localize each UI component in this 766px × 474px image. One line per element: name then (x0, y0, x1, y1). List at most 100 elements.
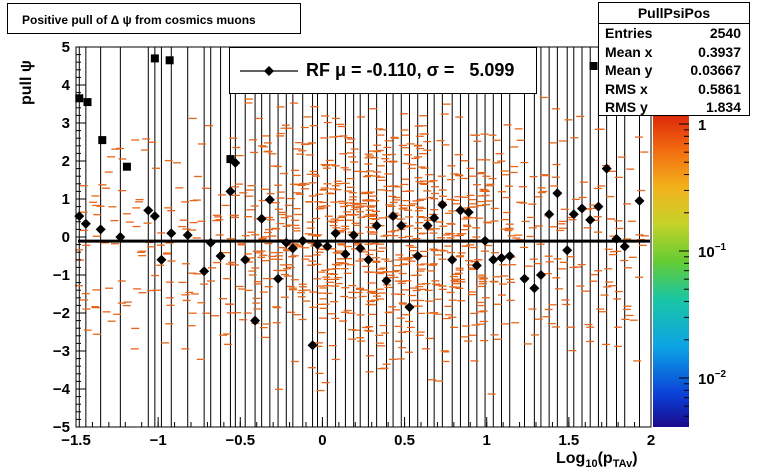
data-point-diamond (199, 266, 210, 277)
data-point-diamond (166, 228, 177, 239)
data-point-diamond (74, 211, 85, 222)
data-point-diamond (471, 260, 482, 271)
data-point-diamond (496, 252, 507, 263)
data-point-diamond (322, 241, 333, 252)
stats-label: RMS x (605, 80, 648, 97)
y-tick-label: 5 (62, 39, 70, 56)
data-point-diamond (143, 205, 154, 216)
data-point-diamond (552, 188, 563, 199)
x-tick-label: 0.5 (394, 432, 415, 449)
stats-box: PullPsiPos Entries 2540 Mean x 0.3937 Mean… (598, 2, 750, 116)
data-point-diamond (287, 243, 298, 254)
y-tick-label: 4 (62, 77, 71, 94)
y-tick-label: −4 (53, 381, 71, 398)
data-point-diamond (115, 232, 126, 242)
colorbar (653, 108, 689, 427)
data-point-square (75, 94, 84, 103)
data-point-diamond (281, 237, 292, 248)
stats-row: Mean x 0.3937 (599, 43, 749, 62)
data-point-square (150, 54, 159, 63)
data-point-diamond (312, 239, 323, 250)
stats-label: Mean x (605, 43, 653, 60)
profile-error-bars (78, 47, 640, 427)
plot-frame (75, 46, 652, 428)
y-tick-label: 1 (62, 191, 70, 208)
data-point-diamond (256, 213, 267, 224)
data-point-diamond (205, 237, 216, 248)
stats-label: RMS y (605, 99, 648, 115)
data-point-square (83, 98, 92, 107)
data-point-diamond (619, 241, 630, 252)
data-point-diamond (363, 254, 374, 265)
x-tick-label: −1.5 (61, 432, 91, 449)
stats-value: 0.3937 (698, 43, 741, 60)
data-point-diamond (480, 235, 491, 246)
data-point-diamond (215, 251, 226, 261)
data-point-diamond (577, 203, 587, 214)
data-point-diamond (264, 194, 275, 205)
data-point-diamond (601, 163, 612, 174)
data-point-diamond (381, 275, 392, 286)
stats-row: Mean y 0.03667 (599, 61, 749, 80)
data-point-diamond (225, 186, 236, 197)
y-tick-label: 3 (62, 115, 70, 132)
data-point-diamond (371, 220, 382, 231)
data-point-diamond (611, 233, 622, 244)
data-point-diamond (593, 201, 604, 212)
x-tick-label: 1 (483, 432, 491, 449)
data-point-square (98, 136, 107, 145)
chart-title: Positive pull of Δ ψ from cosmics muons (22, 13, 256, 27)
data-point-diamond (273, 273, 284, 284)
title-box: Positive pull of Δ ψ from cosmics muons (7, 3, 301, 34)
stats-label: Entries (605, 25, 653, 41)
x-tick-label: 2 (647, 432, 655, 449)
data-point-diamond (488, 254, 499, 265)
data-point-diamond (240, 254, 251, 265)
stats-value: 1.834 (705, 99, 741, 115)
stats-row: RMS x 0.5861 (599, 80, 749, 99)
data-point-diamond (149, 211, 160, 222)
data-point-diamond (634, 195, 645, 206)
data-point-diamond (412, 251, 423, 261)
x-tick-label: −1 (150, 432, 167, 449)
data-point-diamond (355, 243, 366, 254)
axes: −1.5 −1 −0.5 0 0.5 1 1.5 2 −5 −4 −3 −2 −1 0 1 2 3 4 5 (53, 39, 655, 449)
data-point-diamond (562, 245, 573, 256)
histogram-bins (74, 70, 649, 395)
data-point-diamond (182, 230, 193, 241)
x-tick-label: 1.5 (558, 432, 579, 449)
data-point-diamond (388, 211, 399, 222)
data-point-diamond (585, 214, 596, 225)
data-point-diamond (340, 249, 351, 260)
data-point-diamond (250, 315, 261, 326)
y-tick-label: −3 (53, 343, 70, 360)
data-point-diamond (95, 224, 106, 235)
data-point-diamond (348, 230, 359, 241)
data-point-diamond (455, 205, 466, 216)
data-point-diamond (429, 213, 440, 223)
colorbar-label: 10−2 (698, 369, 727, 388)
stats-row: RMS y 1.834 (599, 98, 749, 117)
data-point-diamond (330, 228, 341, 239)
data-point-diamond (437, 199, 448, 210)
y-tick-label: −1 (53, 267, 70, 284)
stats-name: PullPsiPos (599, 3, 749, 24)
data-point-diamond (80, 218, 91, 229)
data-point-diamond (297, 235, 308, 246)
data-point-diamond (156, 254, 167, 265)
data-point-diamond (544, 209, 555, 220)
data-point-diamond (396, 220, 407, 231)
y-axis-label: pull ψ (18, 60, 35, 105)
x-tick-label: 0 (318, 432, 326, 449)
legend-label: RF μ = -0.110, σ = 5.099 (306, 60, 515, 80)
y-tick-label: −2 (53, 305, 70, 322)
data-point-diamond (504, 251, 515, 261)
legend-marker-icon (240, 66, 298, 76)
profile-points (74, 54, 645, 351)
stats-label: Mean y (605, 62, 653, 78)
y-tick-label: −5 (53, 419, 70, 436)
stats-value: 0.5861 (698, 80, 741, 97)
stats-row: Entries 2540 (599, 24, 749, 43)
data-point-diamond (568, 209, 579, 220)
